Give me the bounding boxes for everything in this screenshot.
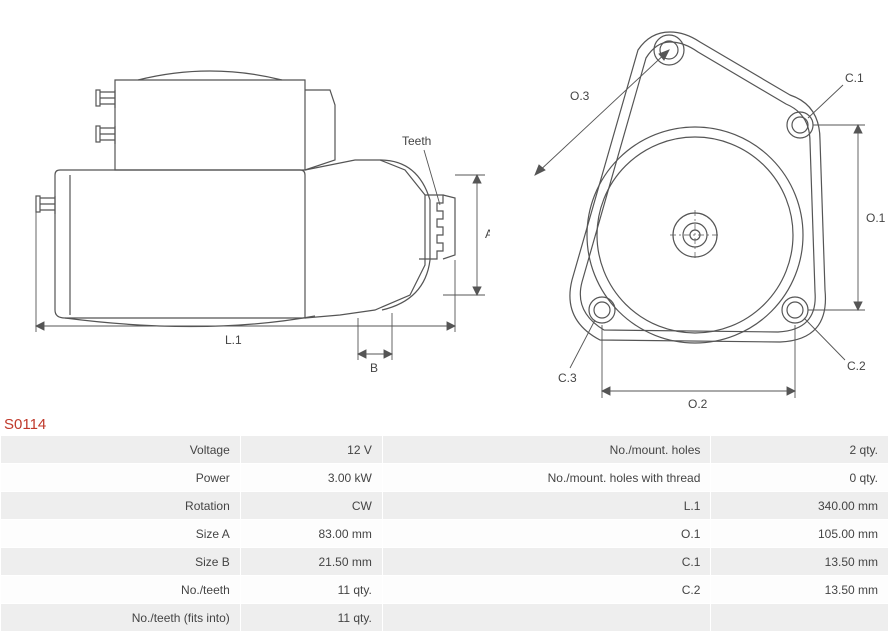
label-l1: L.1 bbox=[225, 333, 242, 347]
spec-label: Rotation bbox=[1, 492, 241, 520]
spec-label: O.1 bbox=[382, 520, 711, 548]
table-row: Size A83.00 mmO.1105.00 mm bbox=[1, 520, 889, 548]
spec-label: Power bbox=[1, 464, 241, 492]
label-o2: O.2 bbox=[688, 397, 708, 410]
table-row: RotationCWL.1340.00 mm bbox=[1, 492, 889, 520]
label-a: A bbox=[485, 227, 490, 241]
spec-value bbox=[711, 604, 889, 632]
spec-label: No./mount. holes bbox=[382, 436, 711, 464]
spec-value: 340.00 mm bbox=[711, 492, 889, 520]
spec-label: No./teeth bbox=[1, 576, 241, 604]
spec-value: 13.50 mm bbox=[711, 548, 889, 576]
spec-table: Voltage12 VNo./mount. holes2 qty.Power3.… bbox=[0, 435, 889, 632]
spec-value: CW bbox=[240, 492, 382, 520]
part-id: S0114 bbox=[0, 410, 889, 435]
label-o1: O.1 bbox=[866, 211, 886, 225]
front-view-diagram: O.3 C.1 C.2 C.3 O.1 bbox=[520, 10, 889, 410]
spec-label: No./teeth (fits into) bbox=[1, 604, 241, 632]
spec-label: C.2 bbox=[382, 576, 711, 604]
spec-value: 2 qty. bbox=[711, 436, 889, 464]
label-o3: O.3 bbox=[570, 89, 590, 103]
table-row: Size B21.50 mmC.113.50 mm bbox=[1, 548, 889, 576]
label-teeth: Teeth bbox=[402, 134, 431, 148]
spec-label: Voltage bbox=[1, 436, 241, 464]
spec-label: C.1 bbox=[382, 548, 711, 576]
spec-value: 21.50 mm bbox=[240, 548, 382, 576]
table-row: Voltage12 VNo./mount. holes2 qty. bbox=[1, 436, 889, 464]
spec-value: 13.50 mm bbox=[711, 576, 889, 604]
table-row: No./teeth (fits into)11 qty. bbox=[1, 604, 889, 632]
label-b: B bbox=[370, 361, 378, 375]
spec-value: 11 qty. bbox=[240, 576, 382, 604]
spec-value: 105.00 mm bbox=[711, 520, 889, 548]
table-row: No./teeth11 qty.C.213.50 mm bbox=[1, 576, 889, 604]
spec-label: L.1 bbox=[382, 492, 711, 520]
table-row: Power3.00 kWNo./mount. holes with thread… bbox=[1, 464, 889, 492]
spec-value: 0 qty. bbox=[711, 464, 889, 492]
diagram-row: A Teeth L.1 B bbox=[0, 0, 889, 410]
spec-label bbox=[382, 604, 711, 632]
spec-value: 11 qty. bbox=[240, 604, 382, 632]
spec-value: 3.00 kW bbox=[240, 464, 382, 492]
spec-label: No./mount. holes with thread bbox=[382, 464, 711, 492]
label-c2: C.2 bbox=[847, 359, 866, 373]
spec-value: 83.00 mm bbox=[240, 520, 382, 548]
spec-label: Size B bbox=[1, 548, 241, 576]
label-c1: C.1 bbox=[845, 71, 864, 85]
label-c3: C.3 bbox=[558, 371, 577, 385]
spec-value: 12 V bbox=[240, 436, 382, 464]
spec-label: Size A bbox=[1, 520, 241, 548]
side-view-diagram: A Teeth L.1 B bbox=[10, 10, 490, 410]
